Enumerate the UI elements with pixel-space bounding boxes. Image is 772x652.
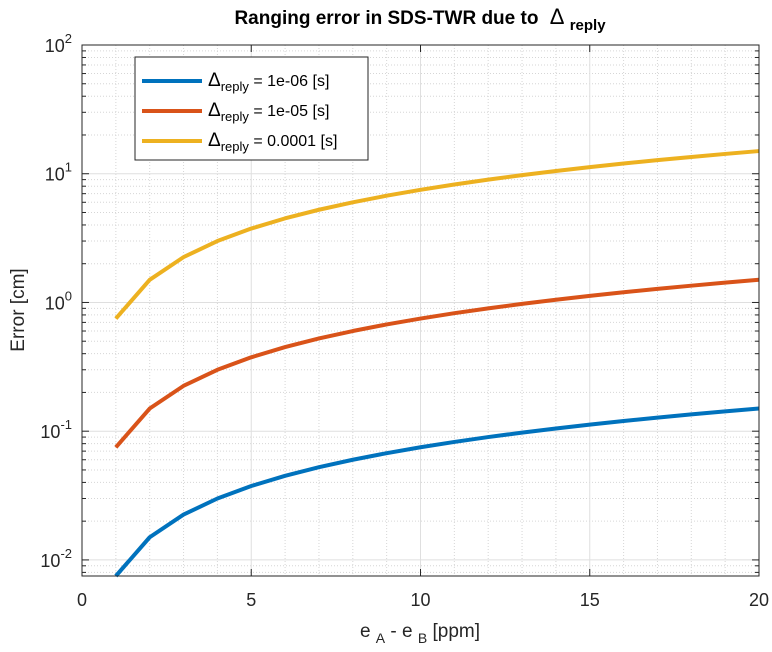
x-tick-label: 15	[580, 590, 600, 610]
chart-title-text: Ranging error in SDS-TWR due to	[234, 8, 538, 29]
series-lines	[114, 149, 760, 578]
y-tick-label: 100	[45, 288, 72, 313]
chart-title: Ranging error in SDS-TWR due to Δ reply	[234, 4, 606, 34]
series-line-2	[114, 277, 760, 449]
x-tick-label: 0	[77, 590, 87, 610]
x-axis-label: e A - e B [ppm]	[360, 621, 480, 648]
legend-label-1: Δreply = 1e-06 [s]	[208, 70, 329, 94]
y-tick-label: 102	[45, 31, 72, 56]
series-line-1	[114, 406, 760, 578]
x-tick-label: 5	[246, 590, 256, 610]
legend: Δreply = 1e-06 [s] Δreply = 1e-05 [s] Δrep…	[134, 56, 369, 161]
chart-title-symbol: Δ	[550, 4, 565, 29]
chart-title-subscript: reply	[570, 17, 607, 34]
x-tick-label: 10	[410, 590, 430, 610]
x-tick-label: 20	[749, 590, 769, 610]
y-axis-label: Error [cm]	[8, 268, 29, 351]
series-line-3	[114, 149, 760, 320]
y-tick-label: 10-1	[40, 417, 72, 442]
legend-label-2: Δreply = 1e-05 [s]	[208, 100, 329, 124]
axis-ticks: 0 5 10 15 20 10-2 10-1 100 101 102	[40, 31, 769, 610]
legend-label-3: Δreply = 0.0001 [s]	[208, 130, 337, 154]
y-tick-label: 101	[45, 160, 72, 185]
y-tick-label: 10-2	[40, 546, 72, 571]
